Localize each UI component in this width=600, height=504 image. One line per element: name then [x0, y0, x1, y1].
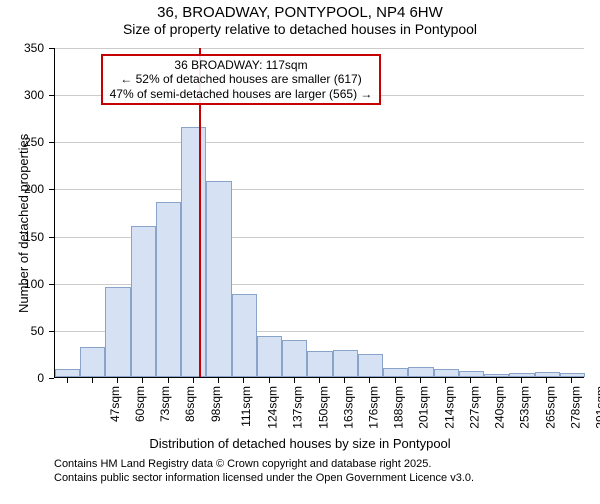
x-tick-mark [470, 378, 471, 383]
x-tick-mark [344, 378, 345, 383]
x-tick-label: 150sqm [316, 386, 330, 429]
annotation-box: 36 BROADWAY: 117sqm← 52% of detached hou… [101, 54, 381, 105]
y-tick-mark [49, 189, 54, 190]
x-tick-label: 98sqm [209, 386, 223, 422]
plot-area: 36 BROADWAY: 117sqm← 52% of detached hou… [54, 48, 584, 378]
x-tick-label: 278sqm [569, 386, 583, 429]
y-tick-mark [49, 331, 54, 332]
x-tick-label: 137sqm [291, 386, 305, 429]
x-tick-mark [521, 378, 522, 383]
x-tick-mark [445, 378, 446, 383]
x-tick-mark [571, 378, 572, 383]
x-tick-mark [67, 378, 68, 383]
x-tick-label: 163sqm [341, 386, 355, 429]
x-tick-mark [319, 378, 320, 383]
y-tick-mark [49, 142, 54, 143]
y-axis-label: Number of detached properties [16, 134, 31, 313]
x-tick-label: 124sqm [266, 386, 280, 429]
x-tick-mark [142, 378, 143, 383]
x-tick-label: 73sqm [158, 386, 172, 422]
x-tick-label: 188sqm [392, 386, 406, 429]
y-tick-label: 300 [0, 88, 44, 102]
x-tick-mark [218, 378, 219, 383]
x-tick-mark [168, 378, 169, 383]
y-tick-mark [49, 48, 54, 49]
y-tick-label: 0 [0, 371, 44, 385]
x-tick-mark [294, 378, 295, 383]
x-tick-label: 60sqm [133, 386, 147, 422]
x-tick-mark [117, 378, 118, 383]
x-tick-label: 240sqm [493, 386, 507, 429]
y-tick-mark [49, 95, 54, 96]
x-tick-mark [243, 378, 244, 383]
x-tick-label: 265sqm [543, 386, 557, 429]
x-tick-mark [395, 378, 396, 383]
x-tick-mark [420, 378, 421, 383]
y-tick-mark [49, 378, 54, 379]
annotation-layer: 36 BROADWAY: 117sqm← 52% of detached hou… [55, 48, 584, 377]
x-tick-label: 227sqm [468, 386, 482, 429]
x-tick-label: 176sqm [367, 386, 381, 429]
x-tick-label: 86sqm [183, 386, 197, 422]
x-tick-label: 201sqm [417, 386, 431, 429]
annotation-line: 47% of semi-detached houses are larger (… [107, 87, 375, 101]
license-line-1: Contains HM Land Registry data © Crown c… [54, 458, 431, 470]
x-tick-label: 291sqm [594, 386, 600, 429]
chart-titles: 36, BROADWAY, PONTYPOOL, NP4 6HW Size of… [0, 4, 600, 37]
x-tick-mark [369, 378, 370, 383]
x-tick-label: 253sqm [518, 386, 532, 429]
x-tick-mark [496, 378, 497, 383]
x-tick-mark [269, 378, 270, 383]
chart-subtitle: Size of property relative to detached ho… [0, 21, 600, 37]
annotation-line: ← 52% of detached houses are smaller (61… [107, 72, 375, 86]
y-tick-mark [49, 284, 54, 285]
y-tick-label: 350 [0, 41, 44, 55]
x-tick-mark [92, 378, 93, 383]
x-tick-label: 214sqm [442, 386, 456, 429]
x-tick-label: 111sqm [239, 386, 253, 427]
annotation-line: 36 BROADWAY: 117sqm [107, 58, 375, 72]
x-axis-label: Distribution of detached houses by size … [0, 436, 600, 451]
y-tick-label: 50 [0, 324, 44, 338]
chart-title: 36, BROADWAY, PONTYPOOL, NP4 6HW [0, 4, 600, 21]
y-tick-mark [49, 237, 54, 238]
x-tick-mark [546, 378, 547, 383]
x-tick-mark [193, 378, 194, 383]
chart-container: 36, BROADWAY, PONTYPOOL, NP4 6HW Size of… [0, 4, 600, 504]
license-line-2: Contains public sector information licen… [54, 472, 474, 484]
x-tick-label: 47sqm [108, 386, 122, 422]
